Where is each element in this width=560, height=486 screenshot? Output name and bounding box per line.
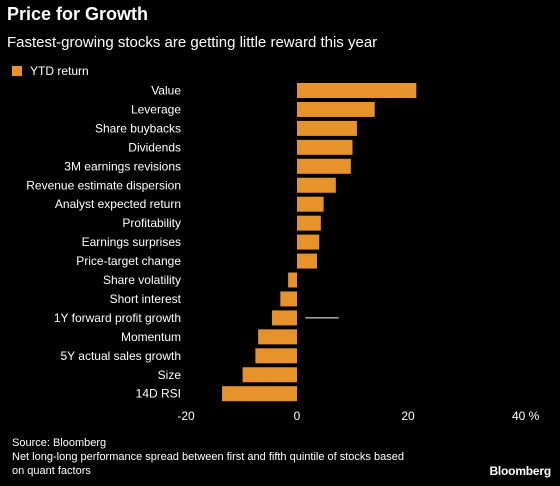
x-tick-label-0: 0 [294,409,301,423]
category-label-share-buybacks: Share buybacks [95,121,181,135]
bar-dividends [297,139,353,155]
bar-leverage [297,101,375,117]
bar-14d-rsi [222,386,297,402]
x-tick-label-40: 40 % [512,409,540,423]
bar-short-interest [280,291,297,307]
category-label-5y-actual-sales-growth: 5Y actual sales growth [60,349,181,363]
footer: Source: Bloomberg Net long-long performa… [12,436,404,478]
x-tick-label-20: 20 [401,409,415,423]
source-note: Source: Bloomberg [12,437,107,449]
category-label-momentum: Momentum [121,330,181,344]
bloomberg-logo: Bloomberg [489,464,551,478]
bar-profitability [297,215,321,231]
chart-title: Price for Growth [7,4,149,24]
methodology-note-line-2: on quant factors [12,465,91,477]
category-label-value: Value [151,84,181,98]
bar-share-buybacks [297,120,357,136]
category-label-profitability: Profitability [122,216,181,230]
bar-1y-forward-profit-growth [272,310,297,326]
legend: YTD return [12,64,89,78]
bar-earnings-surprises [297,234,320,250]
bar-value [297,83,417,98]
methodology-note-line-1: Net long-long performance spread between… [12,451,404,463]
bar-revenue-estimate-dispersion [297,177,336,193]
bar-price-target-change [297,253,317,269]
category-label-leverage: Leverage [131,102,181,116]
bar-momentum [258,329,297,345]
category-label-earnings-surprises: Earnings surprises [82,235,181,249]
category-label-short-interest: Short interest [110,292,182,306]
category-label-3m-earnings-revisions: 3M earnings revisions [64,159,181,173]
category-label-price-target-change: Price-target change [76,254,181,268]
category-label-analyst-expected-return: Analyst expected return [55,197,181,211]
category-label-size: Size [158,368,182,382]
category-label-revenue-estimate-dispersion: Revenue estimate dispersion [26,178,181,192]
legend-swatch [12,66,22,76]
legend-label: YTD return [30,64,89,78]
bar-3m-earnings-revisions [297,158,351,174]
bar-5y-actual-sales-growth [255,348,297,364]
bar-share-volatility [288,272,297,288]
bar-size [242,367,297,383]
category-label-dividends: Dividends [128,140,181,154]
category-label-share-volatility: Share volatility [103,273,181,287]
bar-analyst-expected-return [297,196,324,212]
category-label-1y-forward-profit-growth: 1Y forward profit growth [54,311,181,325]
category-label-14d-rsi: 14D RSI [136,387,181,401]
chart-subtitle: Fastest-growing stocks are getting littl… [7,34,378,51]
x-tick-label-20: -20 [177,409,195,423]
